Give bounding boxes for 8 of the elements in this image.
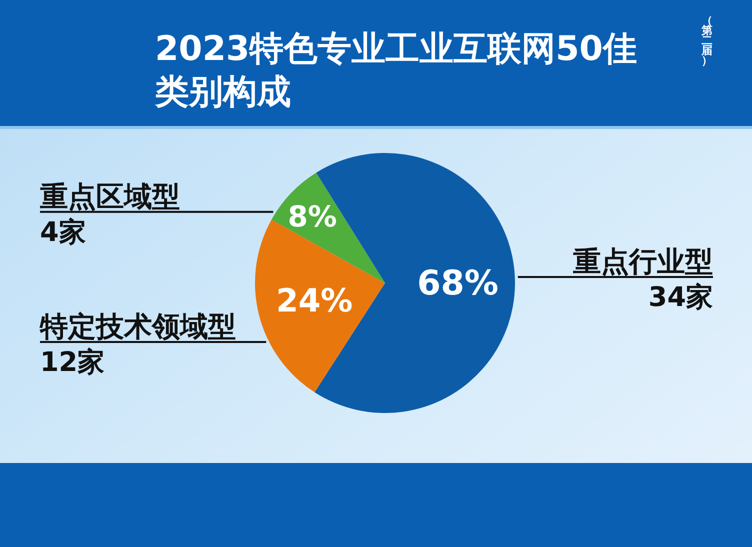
- chart-subtitle: （第二届）: [700, 14, 712, 67]
- data-label: 24%: [276, 282, 353, 320]
- chart-title: 2023特色专业工业互联网50佳类别构成: [154, 29, 637, 112]
- data-label: 8%: [288, 200, 337, 234]
- data-label: 68%: [417, 264, 498, 304]
- slice-label: 特定技术领域型 12家: [39, 310, 236, 378]
- slice-label: 重点行业型 34家: [572, 245, 713, 313]
- slice-label: 重点区域型 4家: [39, 180, 180, 248]
